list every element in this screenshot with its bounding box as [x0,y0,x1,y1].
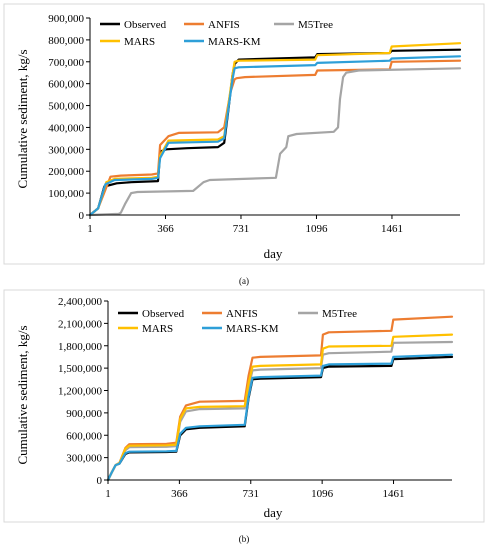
chart-b-ylabel: Cumulative sediment, kg/s [15,325,30,464]
chart-a-series-line-mars-km [88,55,462,217]
chart-a-frame [3,3,485,265]
chart-a-y-tick-label: 800,000 [48,35,84,47]
chart-a-panel-label: (a) [239,276,249,286]
chart-b-legend-label-mars: MARS [142,323,173,335]
chart-a-legend-label-anfis: ANFIS [208,19,240,31]
chart-b-legend-label-anfis: ANFIS [226,308,258,320]
chart-a-ylabel: Cumulative sediment, kg/s [15,49,30,188]
chart-a-legend-label-mars-km: MARS-KM [208,36,261,48]
chart-b-y-tick-label: 0 [97,475,103,487]
chart-b-xlabel: day [264,505,283,520]
chart-b-x-tick-label: 366 [171,488,188,500]
chart-a-x-tick-label: 1096 [305,223,328,235]
chart-a-y-tick-label: 100,000 [48,188,84,200]
chart-b-legend-label-mars-km: MARS-KM [226,323,279,335]
chart-b-y-tick-label: 600,000 [66,430,102,442]
chart-a-y-tick-label: 0 [79,210,85,222]
chart-b-y-tick-label: 900,000 [66,408,102,420]
chart-a-y-tick-label: 700,000 [48,57,84,69]
chart-b-y-tick-label: 1,500,000 [58,363,103,375]
chart-b-x-tick-label: 1096 [311,488,334,500]
chart-b-x-tick-label: 731 [243,488,260,500]
chart-panel-b: 0 300,000 600,000 900,000 1,200,000 1,500,000… [3,289,485,523]
chart-a-y-tick-label: 300,000 [48,144,84,156]
chart-a-x-tick-label: 1461 [381,223,403,235]
chart-b-legend-label-m5tree: M5Tree [322,308,357,320]
chart-b-y-tick-label: 2,400,000 [58,296,103,308]
chart-b-x-tick-label: 1461 [383,488,405,500]
chart-a-y-tick-label: 600,000 [48,79,84,91]
chart-a-y-tick-label: 900,000 [48,13,84,25]
chart-a-xlabel: day [264,246,283,261]
chart-b-y-tick-label: 1,200,000 [58,386,103,398]
chart-a-x-tick-label: 366 [157,223,174,235]
chart-a-series-line-m5tree [88,67,462,217]
chart-a-x-tick-label: 1 [87,223,93,235]
chart-a-legend-label-observed: Observed [124,19,167,31]
chart-b-series-line-mars-km [106,353,454,482]
chart-b-legend-label-observed: Observed [142,308,185,320]
chart-b-x-tick-label: 1 [105,488,111,500]
chart-b-y-tick-label: 300,000 [66,453,102,465]
chart-a-series-line-anfis [88,59,462,217]
chart-panel-a: 0 100,000 200,000 300,000 400,000 500,000 600,… [3,3,485,265]
chart-a-legend-label-m5tree: M5Tree [298,19,333,31]
chart-a-y-tick-label: 500,000 [48,101,84,113]
chart-a-x-tick-label: 731 [233,223,250,235]
chart-a-y-tick-label: 400,000 [48,122,84,134]
chart-b-panel-label: (b) [239,534,250,544]
chart-a-legend-label-mars: MARS [124,36,155,48]
chart-a-y-tick-label: 200,000 [48,166,84,178]
chart-b-y-tick-label: 2,100,000 [58,318,103,330]
chart-b-y-tick-label: 1,800,000 [58,341,103,353]
